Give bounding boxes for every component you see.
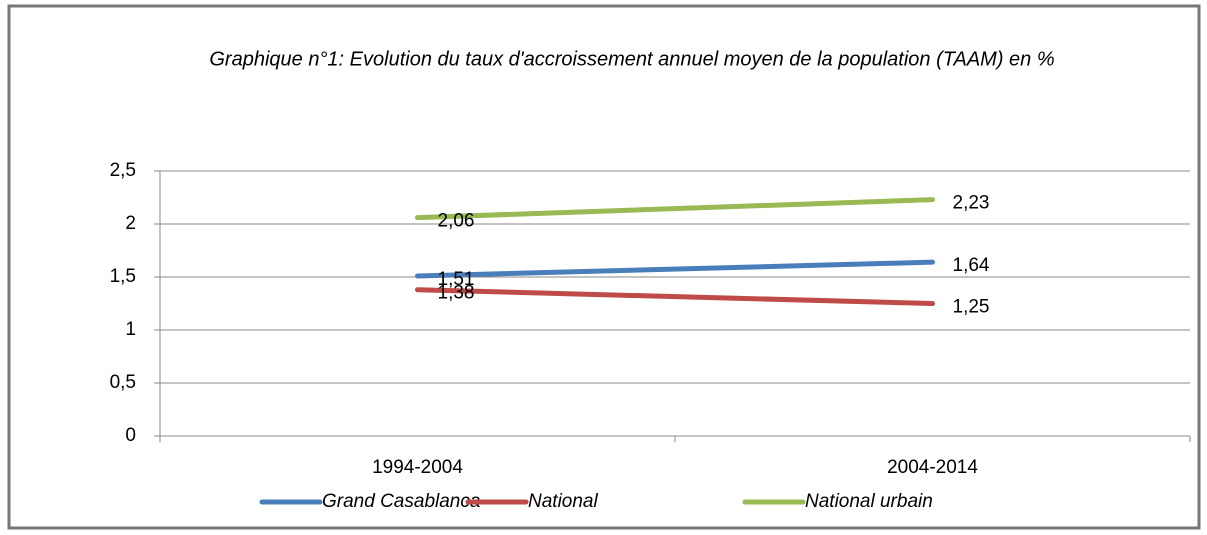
y-tick-label: 0,5 [110,372,136,393]
chart-title: Graphique n°1: Evolution du taux d'accro… [209,48,1054,70]
chart-frame [7,4,1201,530]
series-line [415,259,935,279]
y-tick-label: 2 [125,213,136,234]
data-label: 1,51 [438,269,475,290]
data-label: 1,64 [953,255,990,276]
legend-text: National urbain [805,491,933,512]
series-line [415,197,935,221]
data-label: 1,38 [438,283,475,304]
x-tick-label: 2004-2014 [887,457,978,478]
y-tick-label: 0 [125,425,136,446]
data-label: 2,23 [953,193,990,214]
data-label: 2,06 [438,211,475,232]
y-tick-label: 2,5 [110,160,136,181]
legend-text: Grand Casablanca [322,491,480,512]
x-tick-label: 1994-2004 [372,457,463,478]
series-line [415,287,935,306]
legend-text: National [528,491,598,512]
y-tick-label: 1,5 [110,266,136,287]
data-label: 1,25 [953,297,990,318]
y-tick-label: 1 [125,319,136,340]
